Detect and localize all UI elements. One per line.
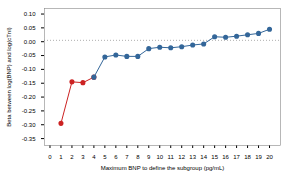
svg-text:19: 19	[255, 154, 262, 160]
svg-text:7: 7	[125, 154, 129, 160]
svg-text:Beta between log(BNP) and log(: Beta between log(BNP) and log(cTnI)	[6, 27, 12, 127]
svg-text:11: 11	[168, 154, 175, 160]
svg-text:-0.15: -0.15	[22, 80, 36, 86]
svg-text:0.05: 0.05	[24, 25, 36, 31]
svg-text:9: 9	[147, 154, 151, 160]
svg-text:17: 17	[233, 154, 240, 160]
svg-text:20: 20	[266, 154, 273, 160]
svg-text:14: 14	[200, 154, 207, 160]
svg-text:13: 13	[189, 154, 196, 160]
svg-text:-0.05: -0.05	[22, 52, 36, 58]
svg-text:5: 5	[103, 154, 107, 160]
svg-text:-0.25: -0.25	[22, 108, 36, 114]
svg-text:-0.10: -0.10	[22, 66, 36, 72]
svg-text:-0.35: -0.35	[22, 136, 36, 142]
svg-text:1: 1	[59, 154, 63, 160]
svg-text:-0.30: -0.30	[22, 122, 36, 128]
svg-text:18: 18	[244, 154, 251, 160]
svg-text:0: 0	[48, 154, 52, 160]
svg-text:8: 8	[136, 154, 140, 160]
svg-text:3: 3	[81, 154, 85, 160]
svg-text:6: 6	[114, 154, 118, 160]
svg-text:0.10: 0.10	[24, 11, 36, 17]
svg-text:10: 10	[156, 154, 163, 160]
svg-text:Maximum BNP to define the subg: Maximum BNP to define the subgroup (pg/m…	[101, 165, 225, 171]
svg-text:4: 4	[92, 154, 96, 160]
svg-text:16: 16	[222, 154, 229, 160]
svg-text:0.00: 0.00	[24, 39, 36, 45]
svg-text:2: 2	[70, 154, 74, 160]
svg-text:-0.20: -0.20	[22, 94, 36, 100]
svg-text:15: 15	[211, 154, 218, 160]
svg-text:12: 12	[178, 154, 185, 160]
